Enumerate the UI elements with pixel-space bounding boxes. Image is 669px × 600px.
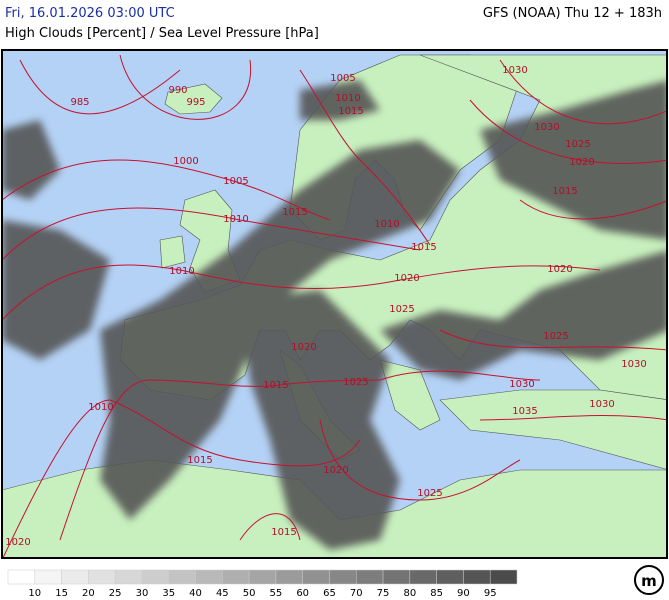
colorbar-label: 20	[82, 588, 95, 599]
isobar-label: 1020	[323, 465, 348, 476]
isobar-label: 990	[168, 85, 187, 96]
isobar-label: 1035	[512, 406, 537, 417]
isobar-label: 1005	[330, 73, 355, 84]
map-title: High Clouds [Percent] / Sea Level Pressu…	[5, 26, 319, 41]
colorbar-swatch	[248, 569, 277, 585]
isobar-label: 1015	[338, 106, 363, 117]
svg-text:m: m	[641, 572, 657, 590]
isobar-label: 1020	[5, 537, 30, 548]
colorbar-swatch	[168, 569, 196, 585]
colorbar-swatch	[382, 569, 411, 585]
isobar-label: 1020	[394, 273, 419, 284]
colorbar-swatch	[7, 569, 36, 585]
isobar-label: 1015	[282, 207, 307, 218]
colorbar-label: 35	[162, 588, 175, 599]
colorbar-label: 45	[216, 588, 229, 599]
colorbar-label: 55	[270, 588, 283, 599]
colorbar-swatch	[88, 569, 116, 585]
isobar-label: 1010	[169, 266, 194, 277]
colorbar-label: 95	[484, 588, 497, 599]
isobar-label: 1015	[552, 186, 577, 197]
isobar-label: 1020	[291, 342, 316, 353]
colorbar-swatch	[302, 569, 330, 585]
colorbar-swatch	[489, 569, 518, 585]
isobar-label: 1015	[271, 527, 296, 538]
colorbar-swatch	[141, 569, 169, 585]
isobar-label: 1010	[335, 93, 360, 104]
isobar-label: 1020	[547, 264, 572, 275]
isobar-label: 1010	[374, 219, 399, 230]
isobar-label: 1015	[263, 380, 288, 391]
colorbar-swatch	[195, 569, 223, 585]
colorbar-label: 25	[109, 588, 122, 599]
isobar-label: 1030	[589, 399, 614, 410]
colorbar-label: 70	[350, 588, 363, 599]
colorbar-swatch	[34, 569, 62, 585]
isobar-label: 1020	[569, 157, 594, 168]
colorbar-swatch	[275, 569, 303, 585]
colorbar-label: 10	[28, 588, 41, 599]
isobar-label: 1015	[187, 455, 212, 466]
colorbar-label: 30	[136, 588, 149, 599]
colorbar-label: 50	[243, 588, 256, 599]
isobar-label: 985	[70, 97, 89, 108]
isobar-label: 1030	[621, 359, 646, 370]
isobar-label: 1000	[173, 156, 198, 167]
colorbar-swatch	[114, 569, 143, 585]
colorbar-swatch	[329, 569, 357, 585]
datetime: Fri, 16.01.2026 03:00 UTC	[5, 6, 175, 21]
isobar-label: 1030	[509, 379, 534, 390]
isobar-label: 995	[186, 97, 205, 108]
map-frame	[1, 49, 668, 559]
logo: m	[634, 565, 664, 595]
colorbar-swatch	[409, 569, 437, 585]
colorbar-label: 65	[323, 588, 336, 599]
colorbar-label: 85	[430, 588, 443, 599]
isobar-label: 1010	[223, 214, 248, 225]
isobar-label: 1025	[389, 304, 414, 315]
colorbar-label: 75	[377, 588, 390, 599]
isobar-label: 1010	[88, 402, 113, 413]
isobar-label: 1015	[411, 242, 436, 253]
model-run: GFS (NOAA) Thu 12 + 183h	[482, 6, 662, 21]
isobar-label: 1030	[502, 65, 527, 76]
colorbar-swatch	[61, 569, 89, 585]
colorbar-swatch	[463, 569, 491, 585]
colorbar-label: 40	[189, 588, 202, 599]
colorbar-swatch	[222, 569, 250, 585]
isobar-label: 1025	[417, 488, 442, 499]
isobar-label: 1025	[565, 139, 590, 150]
colorbar-label: 90	[457, 588, 470, 599]
isobars	[2, 54, 667, 558]
isobar-label: 1030	[534, 122, 559, 133]
colorbar-swatch	[356, 569, 384, 585]
colorbar-label: 80	[403, 588, 416, 599]
clouds	[2, 80, 667, 550]
isobar-label: 1025	[343, 377, 368, 388]
isobar-label: 1025	[543, 331, 568, 342]
colorbar: 10 15 20 25 30 35 40 45 50 55 60 65 70 75 80 85 90 95	[7, 569, 518, 599]
colorbar-label: 60	[296, 588, 309, 599]
colorbar-label: 15	[55, 588, 68, 599]
colorbar-swatch	[436, 569, 464, 585]
isobar-label: 1005	[223, 176, 248, 187]
